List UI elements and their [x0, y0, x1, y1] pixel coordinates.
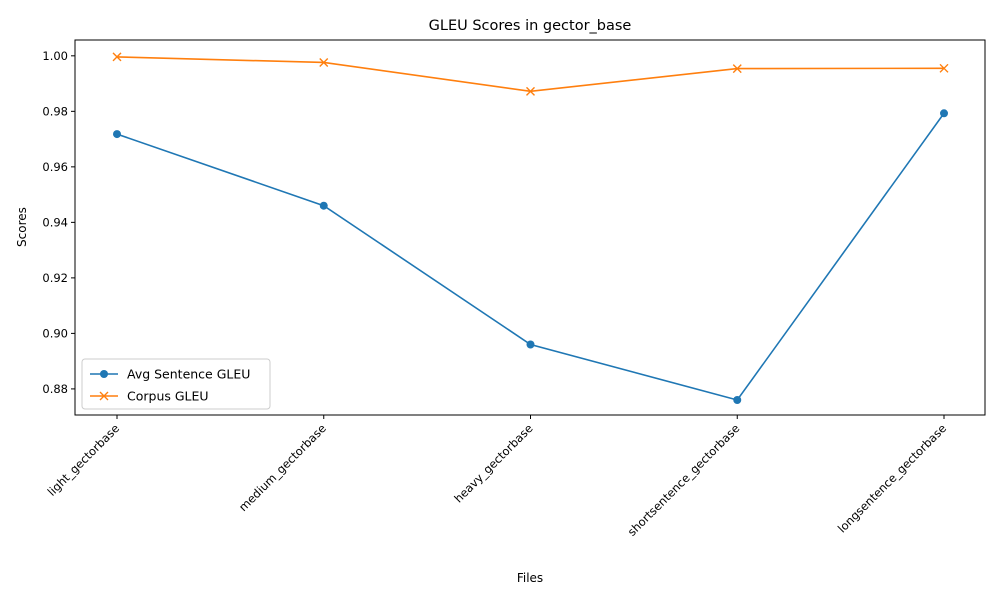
legend-box — [81, 358, 271, 410]
data-point — [733, 396, 742, 405]
legend-label: Avg Sentence GLEU — [127, 367, 250, 382]
y-tick-label: 0.88 — [42, 382, 68, 396]
data-point — [939, 63, 949, 73]
legend-marker — [99, 391, 109, 401]
data-point — [112, 52, 122, 62]
plot-area — [112, 52, 949, 405]
y-tick-label: 0.96 — [42, 160, 68, 174]
legend-label: Corpus GLEU — [127, 389, 209, 404]
x-axis-label: Files — [517, 571, 543, 585]
series-2 — [112, 52, 949, 96]
chart-title: GLEU Scores in gector_base — [429, 18, 632, 34]
data-point — [526, 340, 535, 349]
series-1 — [113, 109, 948, 405]
data-point — [526, 86, 535, 96]
data-point — [113, 130, 121, 139]
data-point — [319, 57, 329, 67]
y-axis: 0.88 0.90 0.92 0.94 0.96 0.98 1.00 — [42, 49, 75, 396]
legend-marker — [100, 370, 108, 378]
data-point — [940, 109, 948, 118]
y-tick-label: 0.94 — [42, 215, 68, 229]
legend: Avg Sentence GLEU Corpus GLEU — [81, 358, 271, 410]
legend-item: Corpus GLEU — [90, 389, 209, 404]
y-tick-label: 0.98 — [42, 104, 68, 118]
y-tick-label: 1.00 — [42, 49, 68, 63]
y-tick-label: 0.90 — [42, 326, 68, 340]
y-tick-label: 0.92 — [42, 271, 68, 285]
legend-item: Avg Sentence GLEU — [90, 367, 250, 382]
data-point — [732, 64, 742, 74]
y-axis-label: Scores — [15, 207, 29, 247]
data-point — [319, 201, 328, 210]
